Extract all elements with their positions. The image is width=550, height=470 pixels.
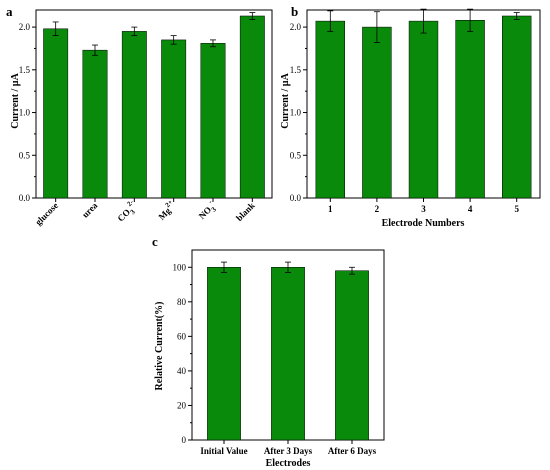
y-tick-label: 0.0 [290, 193, 302, 203]
bar [271, 267, 305, 441]
bar [161, 39, 187, 199]
y-tick-label: 1.0 [19, 108, 31, 118]
panel-b-x-axis-title: Electrode Numbers [382, 218, 465, 229]
panel-c-letter: c [152, 234, 158, 249]
x-tick-label: 5 [514, 204, 519, 214]
y-tick-label: 60 [177, 331, 187, 341]
x-tick-label: NO3- [195, 198, 220, 223]
bar [362, 26, 392, 199]
panel-c-marks: 0 20 40 60 80 100 Initial Value After 3 Days Aft… [173, 261, 377, 456]
x-tick-label: 3 [421, 204, 426, 214]
panel-c-y-axis-title: Relative Current(%) [154, 302, 165, 391]
x-tick-label: Initial Value [200, 446, 247, 456]
bar [82, 49, 108, 199]
panel-a-marks: 0.0 0.5 1.0 1.5 2.0 glucose urea CO32- Mg2+ NO3- b… [19, 12, 265, 227]
panel-b-marks: 0.0 0.5 1.0 1.5 2.0 1 2 3 4 5 [290, 8, 532, 214]
x-tick-label: urea [80, 200, 100, 220]
y-tick-label: 0 [182, 435, 187, 445]
bar [335, 270, 369, 441]
x-tick-label: After 6 Days [328, 446, 377, 456]
panel-c: c Relative Current(%) Electrodes 0 20 40 60… [152, 234, 385, 469]
panel-a-y-axis-title: Current / µA [10, 72, 21, 128]
bar [207, 267, 241, 441]
y-tick-label: 1.5 [290, 65, 302, 75]
panel-b: b Current / µA Electrode Numbers 0.0 0.5 1… [280, 4, 541, 229]
y-tick-label: 0.0 [19, 193, 31, 203]
y-tick-label: 20 [177, 400, 187, 410]
x-tick-label: 2 [375, 204, 380, 214]
bar [121, 31, 147, 199]
panel-c-x-axis-title: Electrodes [266, 458, 311, 469]
x-tick-label: glucose [33, 200, 60, 227]
x-tick-label: blank [234, 200, 257, 223]
x-tick-label: Mg2+ [154, 198, 178, 222]
bar [455, 20, 485, 199]
y-tick-label: 1.5 [19, 65, 31, 75]
bar [315, 20, 345, 199]
y-tick-label: 0.5 [290, 150, 302, 160]
x-tick-label: 1 [328, 204, 333, 214]
y-tick-label: 2.0 [290, 22, 302, 32]
panel-b-letter: b [291, 4, 298, 19]
bar [408, 20, 439, 199]
bar [200, 43, 226, 199]
y-tick-label: 100 [173, 262, 187, 272]
y-tick-label: 1.0 [290, 108, 302, 118]
bar [239, 15, 265, 199]
y-tick-label: 40 [177, 366, 187, 376]
panel-a-plot-frame [35, 9, 273, 199]
panel-a-letter: a [6, 4, 13, 19]
x-tick-label: After 3 Days [264, 446, 313, 456]
bar [502, 15, 532, 199]
y-tick-label: 80 [177, 297, 187, 307]
y-tick-label: 2.0 [19, 22, 31, 32]
bar [43, 28, 69, 199]
panel-b-y-axis-title: Current / µA [280, 72, 291, 128]
x-tick-label: CO32- [113, 198, 141, 226]
panel-a: a Current / µA 0.0 0.5 1.0 1.5 2.0 glucose ure… [6, 4, 273, 227]
x-tick-label: 4 [468, 204, 473, 214]
y-tick-label: 0.5 [19, 150, 31, 160]
